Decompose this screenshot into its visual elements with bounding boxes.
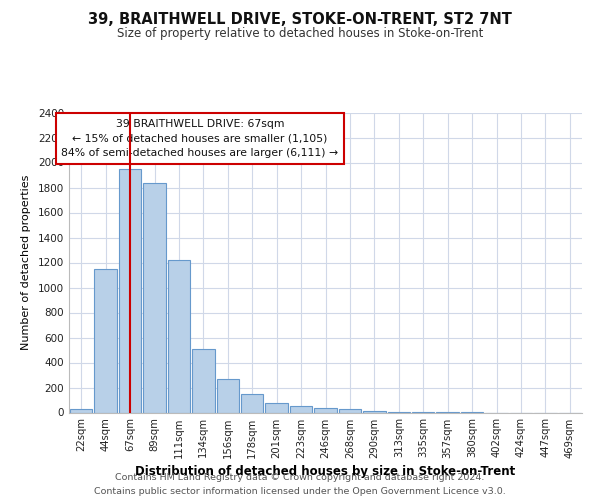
Bar — [314, 408, 337, 412]
Bar — [143, 182, 166, 412]
Bar — [338, 409, 361, 412]
Text: Size of property relative to detached houses in Stoke-on-Trent: Size of property relative to detached ho… — [117, 28, 483, 40]
Text: Contains public sector information licensed under the Open Government Licence v3: Contains public sector information licen… — [94, 488, 506, 496]
Bar — [241, 394, 263, 412]
Text: 39 BRAITHWELL DRIVE: 67sqm
← 15% of detached houses are smaller (1,105)
84% of s: 39 BRAITHWELL DRIVE: 67sqm ← 15% of deta… — [61, 118, 338, 158]
Text: Contains HM Land Registry data © Crown copyright and database right 2024.: Contains HM Land Registry data © Crown c… — [115, 472, 485, 482]
Text: 39, BRAITHWELL DRIVE, STOKE-ON-TRENT, ST2 7NT: 39, BRAITHWELL DRIVE, STOKE-ON-TRENT, ST… — [88, 12, 512, 28]
Bar — [290, 406, 313, 412]
Bar — [265, 403, 288, 412]
Bar — [217, 380, 239, 412]
Bar — [363, 411, 386, 412]
Y-axis label: Number of detached properties: Number of detached properties — [21, 175, 31, 350]
Bar — [167, 260, 190, 412]
Bar — [192, 349, 215, 412]
Bar — [70, 410, 92, 412]
Bar — [94, 269, 117, 412]
Bar — [119, 169, 142, 412]
X-axis label: Distribution of detached houses by size in Stoke-on-Trent: Distribution of detached houses by size … — [136, 464, 515, 477]
